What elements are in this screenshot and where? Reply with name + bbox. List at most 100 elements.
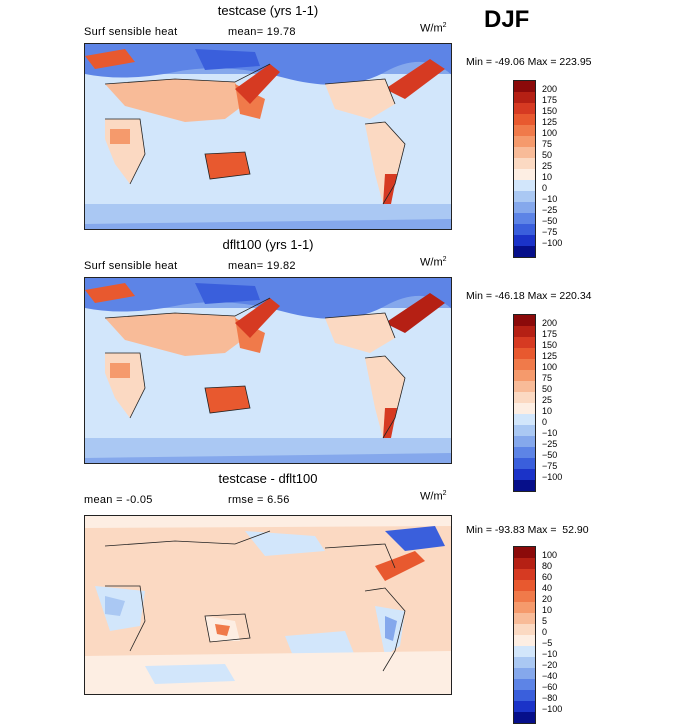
colorbar-swatch (514, 458, 535, 469)
colorbar-swatch (514, 613, 535, 624)
colorbar-swatch (514, 657, 535, 668)
colorbar-label: 5 (542, 616, 548, 626)
colorbar (513, 314, 536, 492)
colorbar-swatch (514, 712, 535, 723)
colorbar-swatch (514, 158, 535, 169)
colorbar-swatch (514, 469, 535, 480)
colorbar-swatch (514, 569, 535, 580)
colorbar-swatch (514, 169, 535, 180)
colorbar-label: 150 (542, 106, 558, 116)
colorbar-swatch (514, 359, 535, 370)
colorbar-label: 100 (542, 128, 558, 138)
colorbar-swatch (514, 348, 535, 359)
colorbar-label: −100 (542, 472, 563, 482)
variable-label: Surf sensible heat (84, 260, 178, 272)
colorbar-label: 125 (542, 117, 558, 127)
colorbar-label: −60 (542, 682, 558, 692)
colorbar-label: 25 (542, 395, 553, 405)
colorbar-swatch (514, 103, 535, 114)
colorbar-label: −10 (542, 428, 558, 438)
colorbar-label: 20 (542, 594, 553, 604)
colorbar-label: 175 (542, 95, 558, 105)
mean-label: mean= 19.82 (228, 260, 296, 272)
colorbar-swatch (514, 414, 535, 425)
map-field (85, 44, 451, 229)
colorbar-label: 175 (542, 329, 558, 339)
colorbar-swatch (514, 580, 535, 591)
panel-title: dflt100 (yrs 1-1) (222, 237, 314, 252)
colorbar-label: −10 (542, 649, 558, 659)
colorbar-swatch (514, 392, 535, 403)
colorbar-label: −20 (542, 660, 558, 670)
panel-dflt100: dflt100 (yrs 1-1) Surf sensible heat mea… (0, 234, 700, 492)
variable-label: Surf sensible heat (84, 26, 178, 38)
colorbar-swatch (514, 315, 535, 326)
colorbar (513, 546, 536, 724)
colorbar-swatch (514, 202, 535, 213)
colorbar-label: −80 (542, 693, 558, 703)
colorbar-swatch (514, 235, 535, 246)
colorbar (513, 80, 536, 258)
colorbar-swatch (514, 125, 535, 136)
colorbar-label: −50 (542, 450, 558, 460)
colorbar-swatch (514, 679, 535, 690)
colorbar-swatch (514, 191, 535, 202)
units-label: W/m2 (420, 256, 447, 269)
colorbar-swatch (514, 635, 535, 646)
minmax-label: Min = -46.18 Max = 220.34 (466, 290, 592, 302)
colorbar-label: −100 (542, 238, 563, 248)
map-dflt100 (84, 277, 452, 464)
colorbar-label: 80 (542, 561, 553, 571)
mean-label: mean = -0.05 (84, 494, 153, 506)
minmax-label: Min = -49.06 Max = 223.95 (466, 56, 592, 68)
season-label: DJF (484, 6, 530, 33)
colorbar-swatch (514, 337, 535, 348)
colorbar-label: 150 (542, 340, 558, 350)
colorbar-swatch (514, 381, 535, 392)
panel-difference: testcase - dflt100 mean = -0.05 rmse = 6… (0, 468, 700, 724)
colorbar-labels: 100 80 60 40 20 10 5 0 −5 −10 −20 −40 −60 −80 −100 (542, 550, 562, 715)
colorbar-swatch (514, 92, 535, 103)
units-label: W/m2 (420, 490, 447, 503)
colorbar-label: 10 (542, 605, 553, 615)
colorbar-swatch (514, 668, 535, 679)
colorbar-label: −75 (542, 461, 558, 471)
colorbar-swatch (514, 370, 535, 381)
colorbar-label: 25 (542, 161, 553, 171)
colorbar-label: −75 (542, 227, 558, 237)
colorbar-swatch (514, 591, 535, 602)
colorbar-swatch (514, 646, 535, 657)
colorbar-swatch (514, 326, 535, 337)
colorbar-label: 100 (542, 550, 558, 560)
rmse-label: rmse = 6.56 (228, 494, 290, 506)
colorbar-labels: 200 175 150 125 100 75 50 25 10 0 −10 −25 −50 −75 −100 (542, 318, 562, 483)
colorbar-label: 75 (542, 139, 553, 149)
colorbar-label: −100 (542, 704, 563, 714)
panel-title: testcase - dflt100 (218, 471, 318, 486)
colorbar-swatch (514, 690, 535, 701)
colorbar-label: 50 (542, 384, 553, 394)
colorbar-swatch (514, 547, 535, 558)
panel-testcase: testcase (yrs 1-1) Surf sensible heat me… (0, 0, 700, 258)
colorbar-label: 125 (542, 351, 558, 361)
colorbar-label: 200 (542, 318, 558, 328)
colorbar-label: −40 (542, 671, 558, 681)
mean-label: mean= 19.78 (228, 26, 296, 38)
colorbar-swatch (514, 246, 535, 257)
colorbar-swatch (514, 403, 535, 414)
colorbar-label: 75 (542, 373, 553, 383)
colorbar-swatch (514, 558, 535, 569)
colorbar-swatch (514, 147, 535, 158)
colorbar-label: −50 (542, 216, 558, 226)
colorbar-swatch (514, 701, 535, 712)
map-difference (84, 515, 452, 695)
colorbar-label: 0 (542, 627, 548, 637)
colorbar-swatch (514, 81, 535, 92)
colorbar-swatch (514, 180, 535, 191)
colorbar-swatch (514, 224, 535, 235)
colorbar-swatch (514, 213, 535, 224)
colorbar-label: 10 (542, 406, 553, 416)
colorbar-label: 40 (542, 583, 553, 593)
colorbar-swatch (514, 480, 535, 491)
colorbar-swatch (514, 136, 535, 147)
